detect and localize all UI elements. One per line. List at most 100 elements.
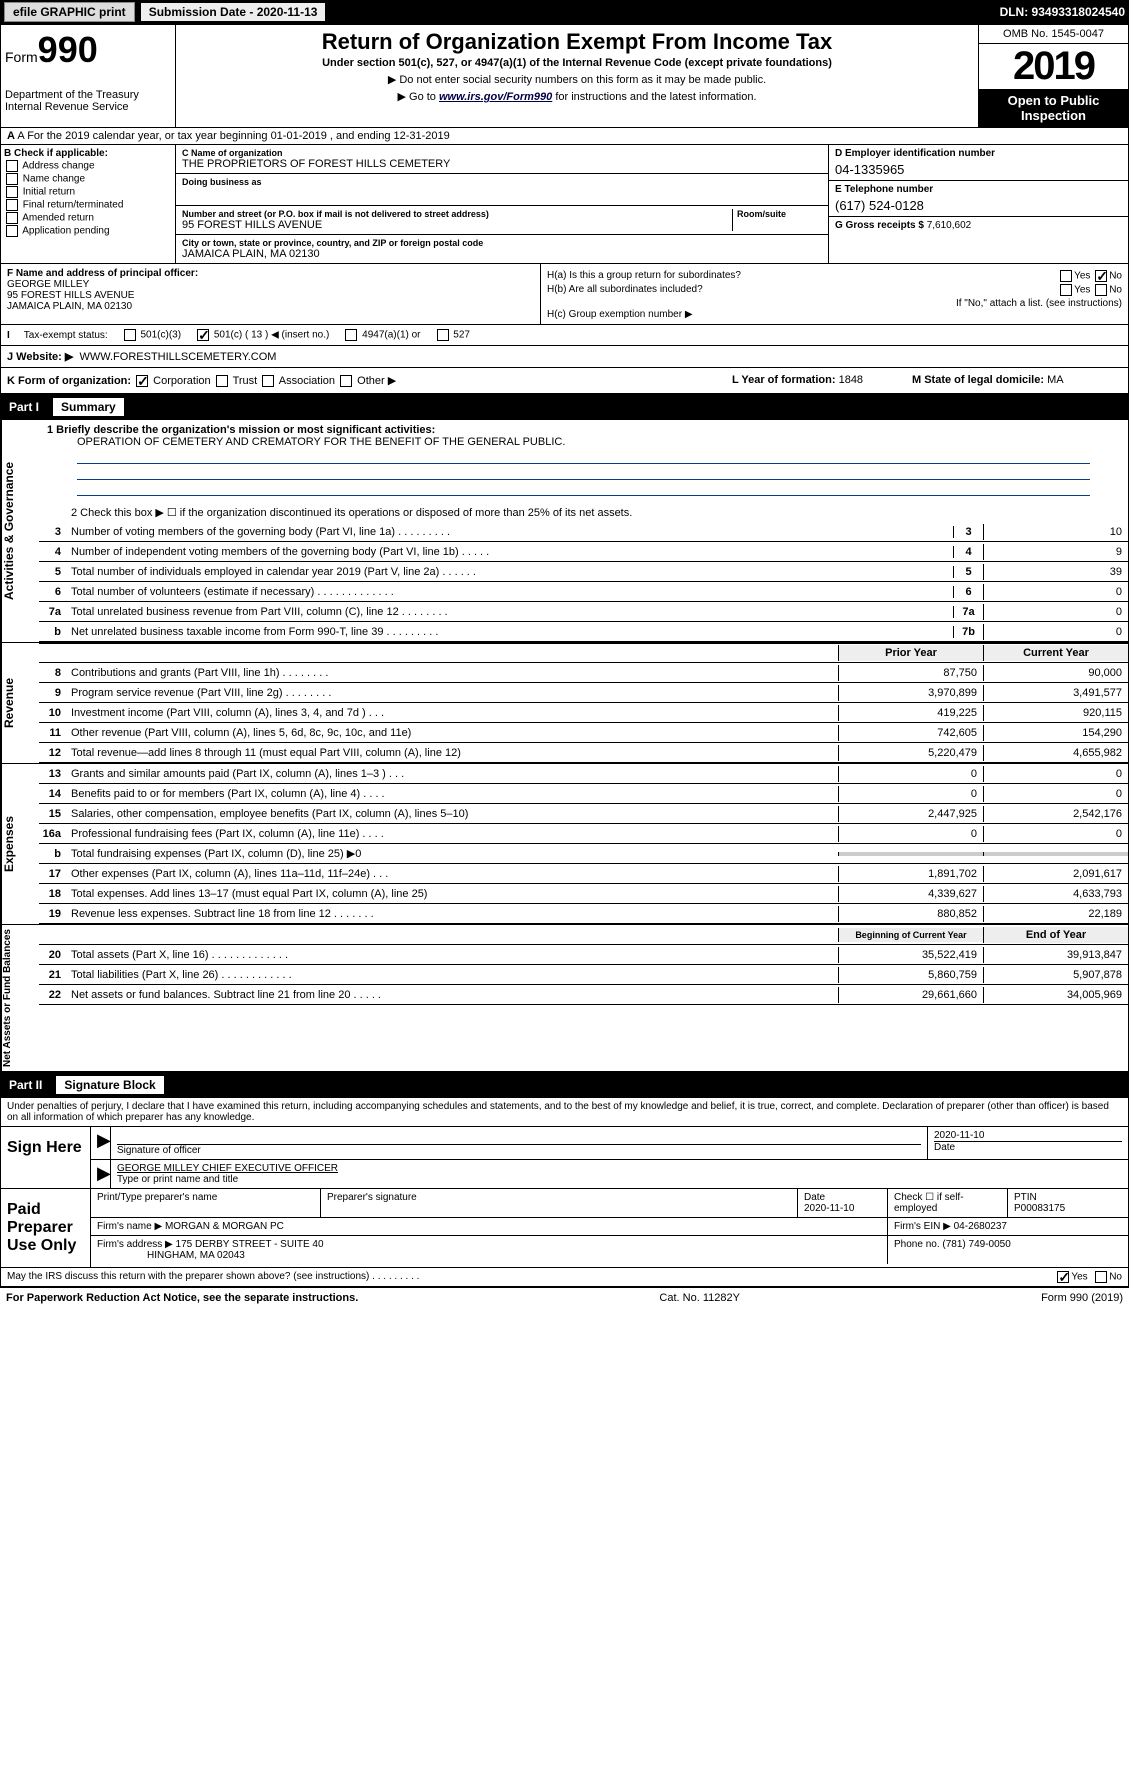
discuss-lbl: May the IRS discuss this return with the…	[7, 1271, 1055, 1283]
f-lbl: F Name and address of principal officer:	[7, 268, 534, 279]
part2-title: Signature Block	[56, 1076, 163, 1094]
chk-pending[interactable]: Application pending	[4, 225, 172, 237]
part2-header: Part II Signature Block	[0, 1072, 1129, 1098]
website-lbl: J Website: ▶	[7, 351, 73, 363]
line-5: 5Total number of individuals employed in…	[39, 562, 1128, 582]
discuss-ans: Yes No	[1055, 1271, 1122, 1283]
chk-name[interactable]: Name change	[4, 173, 172, 185]
firm-ein: 04-2680237	[954, 1221, 1007, 1232]
line-4: 4Number of independent voting members of…	[39, 542, 1128, 562]
chk-501c[interactable]: 501(c) ( 13 ) ◀ (insert no.)	[195, 329, 329, 341]
col-h: H(a) Is this a group return for subordin…	[541, 264, 1128, 324]
phone-val: (617) 524-0128	[835, 198, 1122, 213]
chk-trust[interactable]	[216, 375, 228, 387]
hb-lbl: H(b) Are all subordinates included?	[547, 284, 703, 296]
line-14: 14Benefits paid to or for members (Part …	[39, 784, 1128, 804]
addr-lbl: Number and street (or P.O. box if mail i…	[182, 209, 732, 219]
mission-text: OPERATION OF CEMETERY AND CREMATORY FOR …	[47, 436, 1120, 448]
part1-num: Part I	[9, 400, 39, 414]
ha-lbl: H(a) Is this a group return for subordin…	[547, 270, 741, 282]
room-lbl: Room/suite	[737, 209, 822, 219]
chk-initial[interactable]: Initial return	[4, 186, 172, 198]
irs-link[interactable]: www.irs.gov/Form990	[439, 91, 552, 103]
form-number: 990	[38, 29, 98, 70]
footer: For Paperwork Reduction Act Notice, see …	[0, 1288, 1129, 1308]
line-21: 21Total liabilities (Part X, line 26) . …	[39, 965, 1128, 985]
section-bcdefg: B Check if applicable: Address change Na…	[0, 145, 1129, 264]
chk-other[interactable]	[340, 375, 352, 387]
prep-date: 2020-11-10	[804, 1203, 881, 1214]
line-15: 15Salaries, other compensation, employee…	[39, 804, 1128, 824]
chk-501c3[interactable]: 501(c)(3)	[122, 329, 181, 341]
sig-date: 2020-11-10	[934, 1130, 1122, 1141]
phone-lbl: E Telephone number	[835, 184, 1122, 195]
l-year: L Year of formation: 1848	[732, 374, 912, 387]
website-val: WWW.FORESTHILLSCEMETERY.COM	[79, 351, 276, 363]
line-11: 11Other revenue (Part VIII, column (A), …	[39, 723, 1128, 743]
line-3: 3Number of voting members of the governi…	[39, 522, 1128, 542]
signature-block: Under penalties of perjury, I declare th…	[0, 1098, 1129, 1288]
gross-lbl: G Gross receipts $	[835, 220, 924, 231]
line-20: 20Total assets (Part X, line 16) . . . .…	[39, 945, 1128, 965]
chk-final[interactable]: Final return/terminated	[4, 199, 172, 211]
col-f: F Name and address of principal officer:…	[1, 264, 541, 324]
line-13: 13Grants and similar amounts paid (Part …	[39, 764, 1128, 784]
line-9: 9Program service revenue (Part VIII, lin…	[39, 683, 1128, 703]
side-gov: Activities & Governance	[1, 420, 39, 642]
line-17: 17Other expenses (Part IX, column (A), l…	[39, 864, 1128, 884]
officer-addr2: JAMAICA PLAIN, MA 02130	[7, 301, 534, 312]
line-22: 22Net assets or fund balances. Subtract …	[39, 985, 1128, 1005]
c-name-lbl: C Name of organization	[182, 148, 822, 158]
sign-here: Sign Here	[1, 1127, 91, 1188]
firm-addr: 175 DERBY STREET - SUITE 40	[176, 1239, 324, 1250]
line-16a: 16aProfessional fundraising fees (Part I…	[39, 824, 1128, 844]
dba-lbl: Doing business as	[182, 177, 822, 187]
prep-name-lbl: Print/Type preparer's name	[91, 1189, 321, 1217]
form-subtitle: Under section 501(c), 527, or 4947(a)(1)…	[186, 57, 968, 69]
b-label: B Check if applicable:	[4, 148, 172, 159]
row-fh: F Name and address of principal officer:…	[0, 264, 1129, 325]
row-i-tax: I Tax-exempt status: 501(c)(3) 501(c) ( …	[0, 325, 1129, 346]
chk-corp[interactable]	[136, 375, 148, 387]
form-ref: Form 990 (2019)	[1041, 1292, 1123, 1304]
col-c: C Name of organization THE PROPRIETORS O…	[176, 145, 828, 263]
rev-section: Revenue Prior Year Current Year 8Contrib…	[0, 643, 1129, 764]
blank-line	[77, 466, 1090, 480]
row-a: A A For the 2019 calendar year, or tax y…	[0, 128, 1129, 145]
exp-section: Expenses 13Grants and similar amounts pa…	[0, 764, 1129, 925]
part2-num: Part II	[9, 1078, 42, 1092]
part1-header: Part I Summary	[0, 394, 1129, 420]
self-emp: Check ☐ if self-employed	[888, 1189, 1008, 1217]
ein-val: 04-1335965	[835, 162, 1122, 177]
m-state: M State of legal domicile: MA	[912, 374, 1122, 387]
note-ssn: ▶ Do not enter social security numbers o…	[186, 73, 968, 86]
k-form-org: K Form of organization: Corporation Trus…	[7, 374, 732, 387]
submission-date: Submission Date - 2020-11-13	[141, 3, 326, 21]
ha-ans: Yes No	[1058, 270, 1122, 282]
chk-4947[interactable]: 4947(a)(1) or	[343, 329, 420, 341]
side-exp: Expenses	[1, 764, 39, 924]
efile-btn[interactable]: efile GRAPHIC print	[4, 2, 135, 22]
current-hdr: Current Year	[983, 645, 1128, 661]
line-19: 19Revenue less expenses. Subtract line 1…	[39, 904, 1128, 924]
chk-address[interactable]: Address change	[4, 160, 172, 172]
col-b: B Check if applicable: Address change Na…	[1, 145, 176, 263]
chk-amended[interactable]: Amended return	[4, 212, 172, 224]
blank-line	[77, 482, 1090, 496]
omb-number: OMB No. 1545-0047	[979, 25, 1128, 44]
line-18: 18Total expenses. Add lines 13–17 (must …	[39, 884, 1128, 904]
chk-527[interactable]: 527	[435, 329, 470, 341]
i-lbl: I	[7, 330, 10, 341]
form-label: Form990	[5, 29, 171, 71]
chk-assoc[interactable]	[262, 375, 274, 387]
officer-name: GEORGE MILLEY	[7, 279, 534, 290]
q1: 1 Briefly describe the organization's mi…	[47, 424, 1120, 436]
boy-hdr: Beginning of Current Year	[838, 928, 983, 942]
dept-label: Department of the Treasury Internal Reve…	[5, 89, 171, 113]
org-name: THE PROPRIETORS OF FOREST HILLS CEMETERY	[182, 158, 822, 170]
city-lbl: City or town, state or province, country…	[182, 238, 822, 248]
paperwork-notice: For Paperwork Reduction Act Notice, see …	[6, 1292, 358, 1304]
form-title: Return of Organization Exempt From Incom…	[186, 29, 968, 55]
eoy-hdr: End of Year	[983, 927, 1128, 943]
line-7a: 7aTotal unrelated business revenue from …	[39, 602, 1128, 622]
